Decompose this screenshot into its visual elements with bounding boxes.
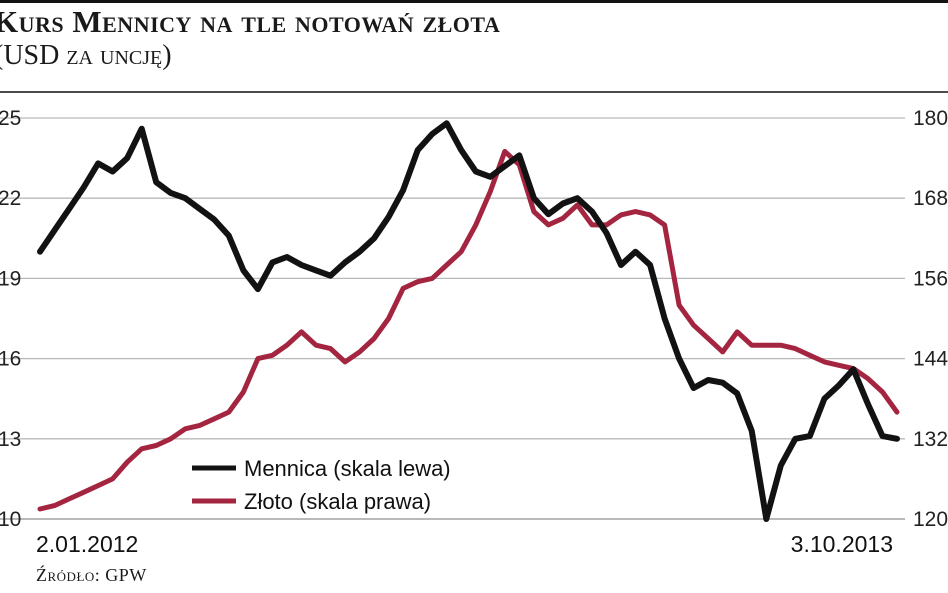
chart-subtitle: (USD za uncję): [0, 40, 172, 71]
right-axis-tick-label: 180: [913, 107, 948, 130]
left-axis-tick-label: 19: [0, 267, 21, 290]
left-axis-tick-label: 25: [0, 107, 21, 130]
left-axis-tick-label: 10: [0, 508, 21, 531]
zloto-series-line: [37, 148, 900, 512]
right-axis-tick-label: 144: [913, 348, 948, 371]
x-label-end: 3.10.2013: [791, 531, 893, 557]
right-axis-tick-label: 156: [913, 267, 948, 290]
grid-layer: 10 13 16 19 22 25 120 132 144 156 168 180: [0, 107, 948, 531]
chart-title: Kurs Mennicy na tle notowań złota: [0, 4, 501, 39]
right-axis-tick-label: 168: [913, 187, 948, 210]
left-axis-tick-label: 16: [0, 348, 21, 371]
legend-label-zloto: Złoto (skala prawa): [244, 489, 431, 514]
source-note: Źródło: GPW: [36, 565, 147, 585]
x-label-start: 2.01.2012: [36, 531, 138, 557]
right-axis-tick-label: 120: [913, 508, 948, 531]
mennica-series-line: [37, 120, 900, 522]
left-axis-tick-label: 13: [0, 428, 21, 451]
legend-label-mennica: Mennica (skala lewa): [244, 456, 451, 481]
left-axis-tick-label: 22: [0, 187, 21, 210]
title-block: Kurs Mennicy na tle notowań złota (USD z…: [0, 4, 500, 72]
legend: Mennica (skala lewa) Złoto (skala prawa): [192, 456, 451, 514]
right-axis-tick-label: 132: [913, 428, 948, 451]
series-layer: [37, 120, 900, 522]
